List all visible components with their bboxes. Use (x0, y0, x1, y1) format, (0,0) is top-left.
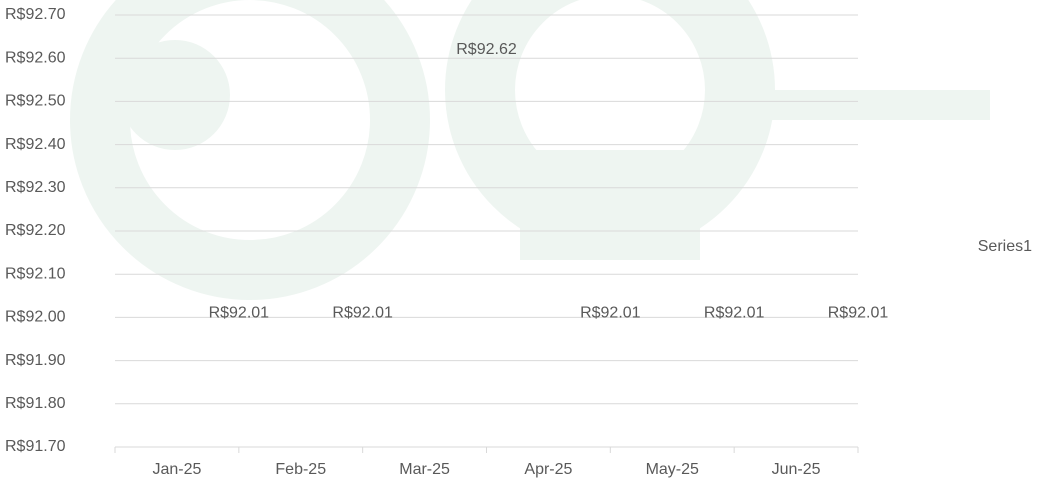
watermark (100, 0, 990, 270)
data-label: R$92.01 (828, 304, 889, 321)
x-tick-label: Feb-25 (275, 461, 326, 478)
y-tick-label: R$92.40 (5, 136, 66, 153)
data-label: R$92.01 (332, 304, 393, 321)
y-tick-label: R$91.90 (5, 352, 66, 369)
y-tick-label: R$91.70 (5, 438, 66, 455)
legend-label: Series1 (978, 238, 1032, 255)
y-tick-label: R$92.00 (5, 309, 66, 326)
data-label: R$92.01 (704, 304, 765, 321)
y-tick-label: R$91.80 (5, 395, 66, 412)
y-tick-label: R$92.50 (5, 93, 66, 110)
x-tick-label: Jun-25 (772, 461, 821, 478)
y-tick-label: R$92.30 (5, 179, 66, 196)
x-tick-label: Apr-25 (524, 461, 572, 478)
x-tick-label: Jan-25 (152, 461, 201, 478)
y-tick-label: R$92.20 (5, 222, 66, 239)
chart: R$91.70 R$91.80 R$91.90 R$92.00 R$92.10 R$92.… (0, 0, 1039, 481)
x-tick-label: Mar-25 (399, 461, 450, 478)
y-tick-label: R$92.70 (5, 6, 66, 23)
data-label: R$92.01 (209, 304, 270, 321)
x-tick-label: May-25 (646, 461, 699, 478)
y-tick-label: R$92.60 (5, 49, 66, 66)
data-label: R$92.01 (580, 304, 641, 321)
data-label: R$92.62 (456, 41, 517, 58)
y-tick-label: R$92.10 (5, 265, 66, 282)
